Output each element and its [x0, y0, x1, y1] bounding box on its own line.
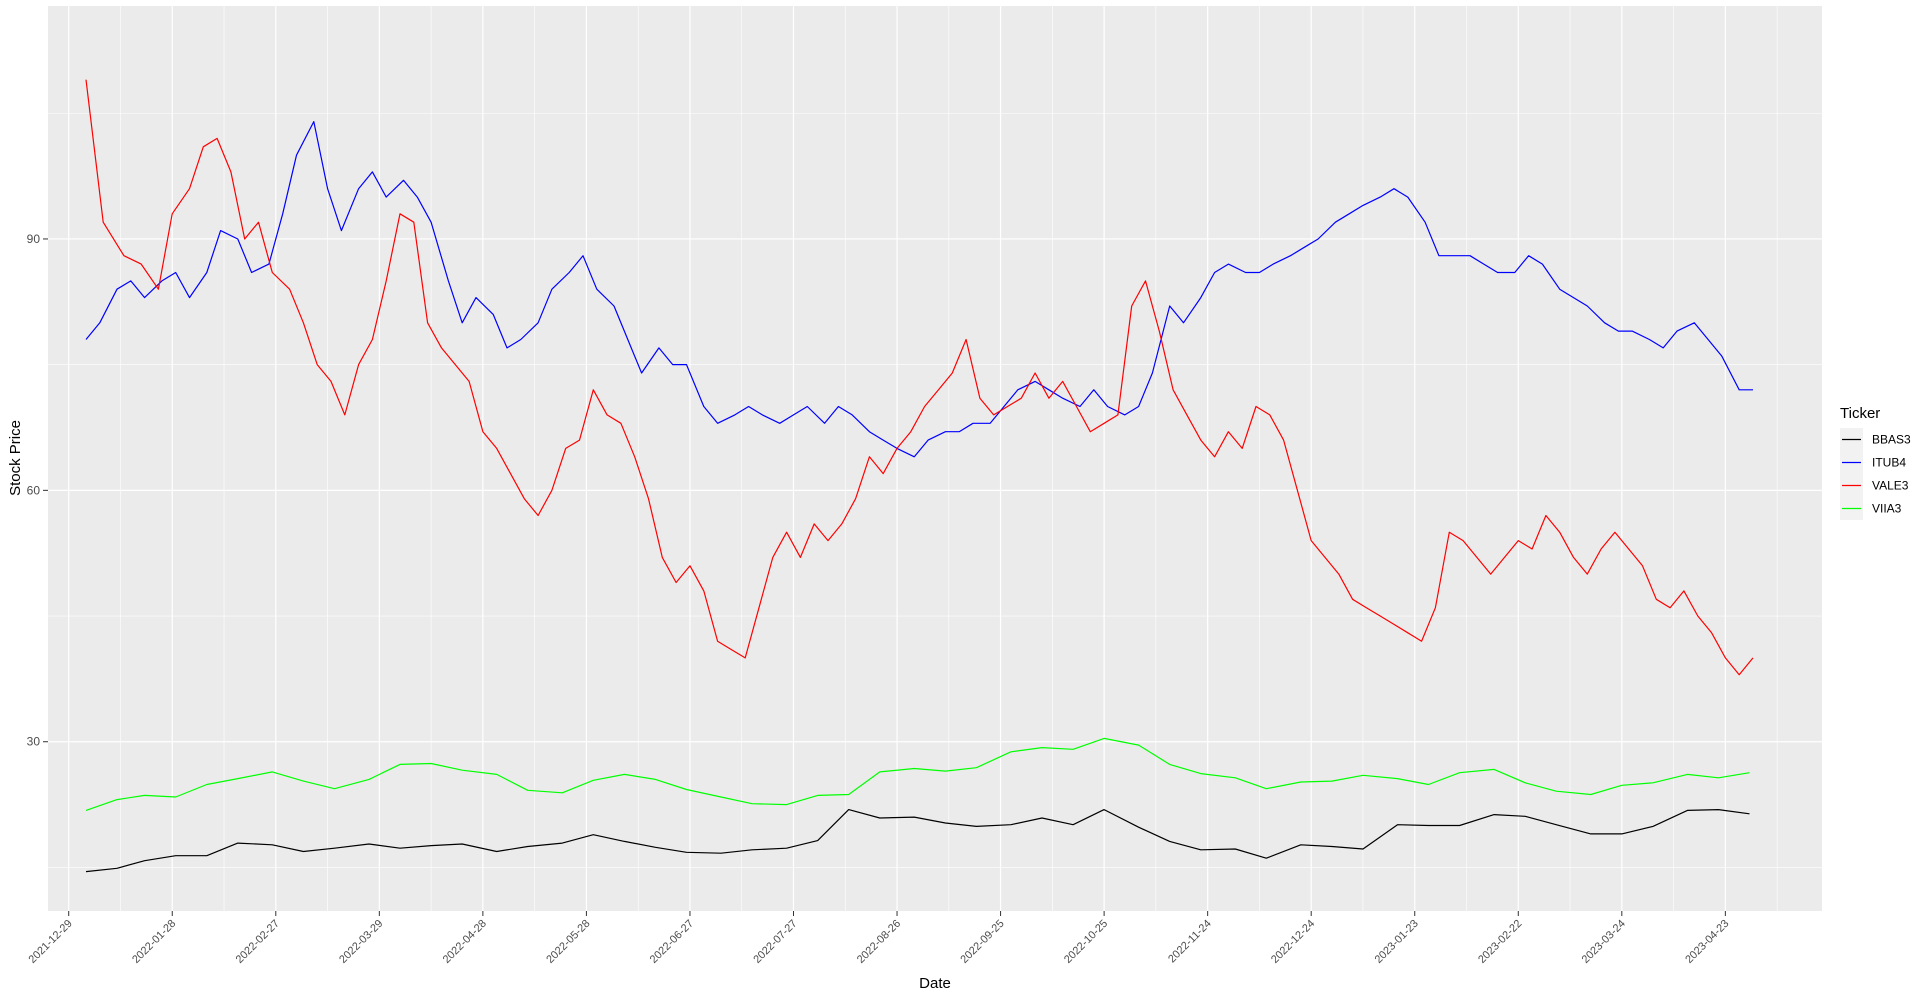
- series-line-itub4: [85, 120, 1753, 458]
- series-line-vale3: [85, 79, 1754, 676]
- series-line-bbas3: [85, 808, 1750, 873]
- x-tick-label: 2021-12-29: [27, 918, 75, 966]
- minor-gridlines: [48, 6, 1822, 911]
- x-axis: 2021-12-29 2022-01-28 2022-02-27 2022-03-29…: [27, 911, 1731, 966]
- x-tick-label: 2022-05-28: [544, 918, 592, 966]
- x-tick-label: 2022-01-28: [130, 918, 178, 966]
- y-tick-label: 30: [27, 735, 41, 749]
- x-tick-label: 2022-08-26: [855, 918, 903, 966]
- y-axis: 30 60 90: [27, 232, 48, 749]
- x-tick-label: 2022-07-27: [751, 918, 799, 966]
- series-line-viia3: [85, 737, 1750, 811]
- x-tick-label: 2022-04-28: [441, 918, 489, 966]
- x-tick-label: 2023-01-23: [1373, 918, 1421, 966]
- legend-items: BBAS3 ITUB4 VALE3 VIIA3: [1840, 428, 1911, 520]
- legend-label: VIIA3: [1872, 502, 1902, 516]
- x-tick-label: 2023-03-24: [1580, 918, 1628, 966]
- x-tick-label: 2022-09-25: [958, 918, 1006, 966]
- x-axis-title: Date: [919, 975, 951, 992]
- legend-label: VALE3: [1872, 479, 1909, 493]
- major-gridlines: [48, 6, 1822, 911]
- x-tick-label: 2022-12-24: [1269, 918, 1317, 966]
- y-axis-title: Stock Price: [7, 420, 24, 496]
- legend-title: Ticker: [1840, 405, 1880, 422]
- x-tick-label: 2022-11-24: [1166, 918, 1214, 966]
- x-tick-label: 2023-04-23: [1683, 918, 1731, 966]
- legend-label: ITUB4: [1872, 456, 1906, 470]
- x-tick-label: 2022-02-27: [234, 918, 282, 966]
- x-tick-label: 2022-06-27: [648, 918, 696, 966]
- y-tick-label: 60: [27, 483, 41, 497]
- y-tick-label: 90: [27, 232, 41, 246]
- x-tick-label: 2023-02-22: [1476, 918, 1524, 966]
- x-tick-label: 2022-10-25: [1062, 918, 1110, 966]
- series-lines: [85, 79, 1754, 873]
- legend-label: BBAS3: [1872, 433, 1911, 447]
- plot-panel: [48, 6, 1822, 911]
- x-tick-label: 2022-03-29: [337, 918, 385, 966]
- legend: Ticker BBAS3 ITUB4 VALE3 VIIA3: [1840, 405, 1911, 520]
